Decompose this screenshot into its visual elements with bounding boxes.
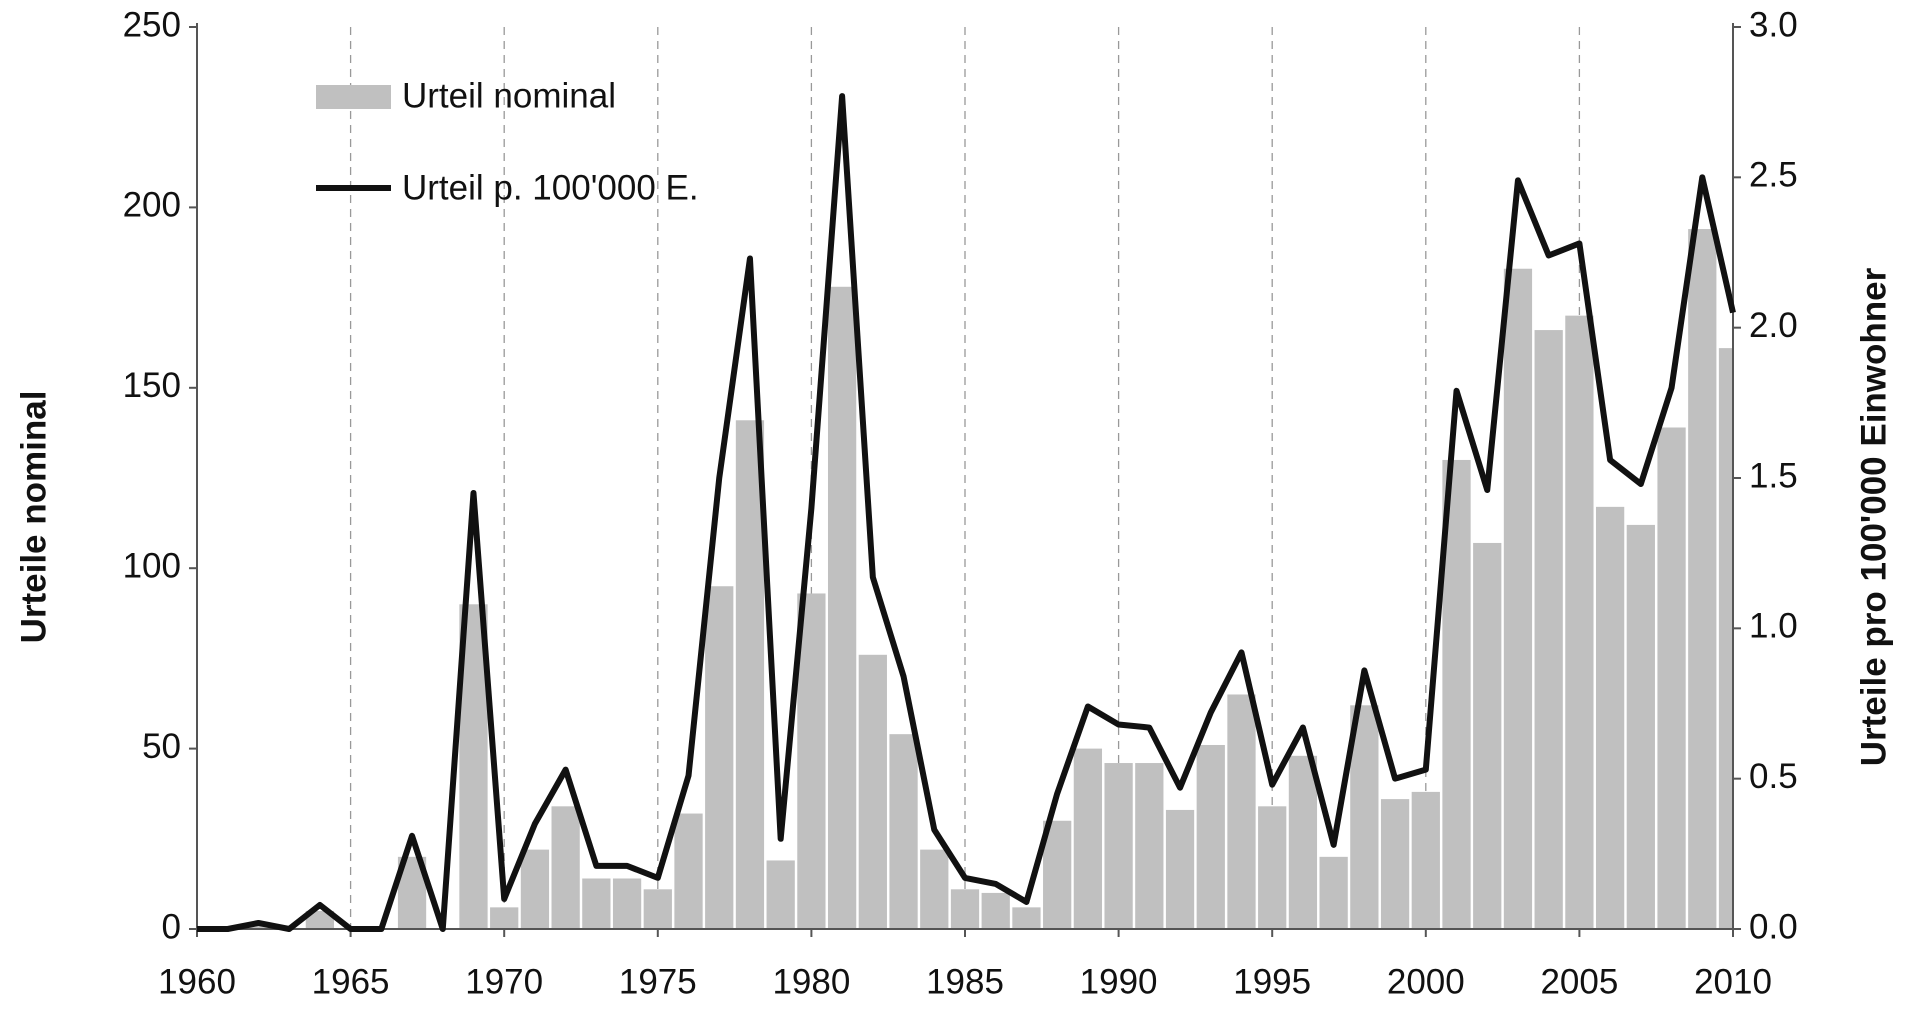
bars bbox=[244, 229, 1733, 930]
bar bbox=[981, 892, 1010, 929]
x-tick-label: 2000 bbox=[1387, 962, 1465, 1001]
legend-swatch bbox=[316, 85, 391, 109]
bar bbox=[1165, 809, 1195, 929]
x-tick-label: 1965 bbox=[312, 962, 390, 1001]
legend-label: Urteil nominal bbox=[402, 76, 616, 115]
y2-tick-label: 2.0 bbox=[1749, 306, 1798, 345]
bar bbox=[827, 286, 857, 929]
x-tick-label: 2005 bbox=[1540, 962, 1618, 1001]
line bbox=[197, 93, 1736, 932]
bar bbox=[1688, 229, 1717, 930]
bar bbox=[1258, 806, 1287, 929]
bar bbox=[1657, 427, 1686, 929]
x-tick-label: 1980 bbox=[772, 962, 850, 1001]
bar bbox=[1626, 524, 1655, 929]
x-tick-label: 1995 bbox=[1233, 962, 1311, 1001]
bar bbox=[1319, 856, 1348, 929]
bar bbox=[244, 925, 273, 929]
bar bbox=[797, 593, 826, 929]
bar bbox=[735, 420, 765, 929]
bar bbox=[1473, 542, 1502, 929]
bar bbox=[1595, 506, 1625, 929]
y-axis-title: Urteile nominal bbox=[14, 391, 53, 644]
y2-tick-label: 3.0 bbox=[1749, 5, 1798, 44]
bar bbox=[1718, 348, 1733, 929]
x-tick-label: 1985 bbox=[926, 962, 1004, 1001]
y2-tick-label: 0.0 bbox=[1749, 907, 1798, 946]
y2-axis-title: Urteile pro 100'000 Einwohner bbox=[1854, 267, 1893, 766]
bar bbox=[674, 813, 703, 929]
bar bbox=[551, 806, 580, 929]
bar bbox=[582, 878, 611, 929]
bar bbox=[920, 849, 949, 929]
bar bbox=[705, 586, 734, 929]
bar bbox=[1565, 315, 1594, 929]
bar bbox=[1534, 330, 1563, 929]
bar bbox=[1288, 755, 1318, 929]
x-tick-label: 2010 bbox=[1694, 962, 1772, 1001]
bar bbox=[612, 878, 642, 929]
bar bbox=[858, 654, 887, 929]
y-tick-label: 0 bbox=[162, 907, 181, 946]
bar bbox=[1012, 907, 1041, 929]
y2-tick-label: 1.5 bbox=[1749, 456, 1798, 495]
bar bbox=[1104, 763, 1133, 929]
x-tick-label: 1960 bbox=[158, 962, 236, 1001]
y2-tick-label: 1.0 bbox=[1749, 607, 1798, 646]
bar bbox=[1073, 748, 1103, 929]
legend-label: Urteil p. 100'000 E. bbox=[402, 168, 699, 207]
bar bbox=[1135, 763, 1164, 929]
bar bbox=[1043, 820, 1072, 929]
bar bbox=[1503, 268, 1533, 930]
bar bbox=[1380, 799, 1410, 929]
y-tick-label: 250 bbox=[123, 5, 181, 44]
bar bbox=[520, 849, 550, 929]
y-tick-label: 100 bbox=[123, 546, 181, 585]
y-tick-label: 150 bbox=[123, 366, 181, 405]
x-tick-label: 1990 bbox=[1080, 962, 1158, 1001]
bar bbox=[1227, 694, 1256, 929]
y2-tick-label: 0.5 bbox=[1749, 757, 1798, 796]
bar bbox=[490, 907, 519, 929]
bar bbox=[1411, 791, 1440, 929]
y-tick-label: 200 bbox=[123, 186, 181, 225]
y2-tick-label: 2.5 bbox=[1749, 156, 1798, 195]
bar bbox=[766, 860, 795, 929]
x-tick-label: 1975 bbox=[619, 962, 697, 1001]
bar bbox=[889, 734, 918, 929]
bar bbox=[1196, 744, 1225, 929]
bar bbox=[1350, 705, 1379, 929]
bar bbox=[950, 889, 980, 929]
x-tick-label: 1970 bbox=[465, 962, 543, 1001]
bar bbox=[305, 910, 335, 929]
bar bbox=[643, 889, 672, 929]
y-tick-label: 50 bbox=[142, 727, 181, 766]
